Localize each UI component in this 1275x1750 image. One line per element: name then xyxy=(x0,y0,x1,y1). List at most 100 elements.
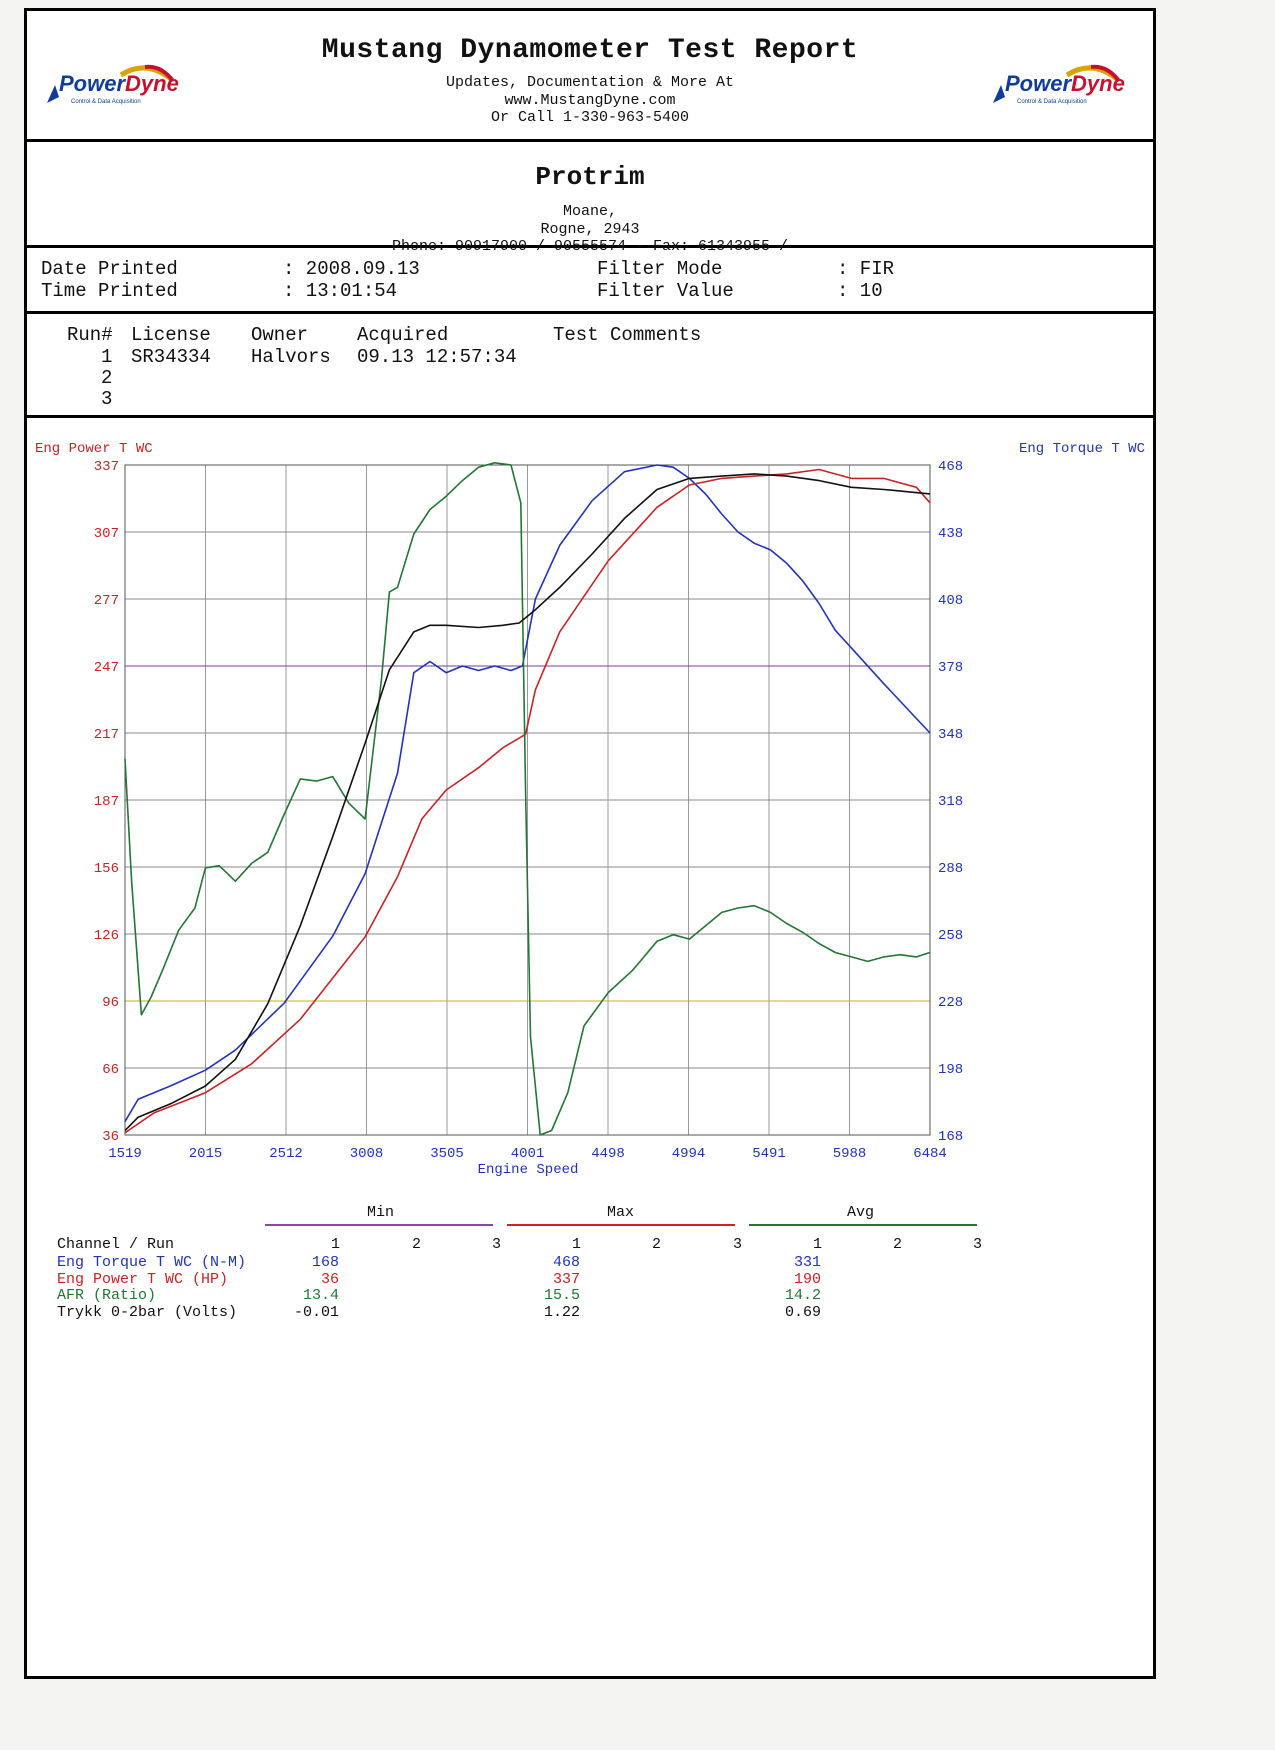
x-tick-label: 1519 xyxy=(108,1146,142,1162)
stats-run-col: 2 xyxy=(893,1236,903,1253)
y-left-tick-label: 96 xyxy=(102,995,119,1011)
y-left-tick-label: 337 xyxy=(94,459,119,475)
logo-tagline: Control & Data Acquisition xyxy=(71,99,141,105)
y-left-tick-label: 277 xyxy=(94,593,119,609)
stats-run-col: 3 xyxy=(973,1236,983,1253)
dyno-chart: Eng Power T WC Eng Torque T WC Engine Sp… xyxy=(35,441,1145,1178)
stats-run-col: 2 xyxy=(412,1236,422,1253)
shop-name: Protrim xyxy=(535,162,645,192)
stat-max-value: 1.22 xyxy=(543,1303,580,1321)
stat-max-value: 15.5 xyxy=(543,1287,580,1304)
logo-tagline: Control & Data Acquisition xyxy=(1017,99,1087,105)
y-left-tick-label: 126 xyxy=(94,928,119,944)
y-right-tick-label: 198 xyxy=(938,1062,963,1078)
stats-run-col: 3 xyxy=(492,1236,502,1253)
shop-info: Protrim Moane, Rogne, 2943 Phone: 909179… xyxy=(27,142,1153,255)
x-tick-label: 6484 xyxy=(913,1146,947,1162)
y-right-tick-label: 438 xyxy=(938,526,963,542)
stat-min-value: -0.01 xyxy=(293,1303,339,1321)
logo-swoosh-icon xyxy=(47,64,175,103)
x-tick-label: 3505 xyxy=(430,1146,464,1162)
runs-header-acquired: Acquired xyxy=(357,324,449,346)
stats-run-col: 3 xyxy=(733,1236,743,1253)
x-tick-label: 4001 xyxy=(511,1146,545,1162)
run-owner: Halvors xyxy=(251,346,331,368)
y-left-tick-label: 187 xyxy=(94,794,119,810)
filter-value-label: Filter Value xyxy=(597,280,734,302)
dyno-report-page: PowerDyne Control & Data Acquisition Mus… xyxy=(24,8,1156,1679)
x-tick-label: 2512 xyxy=(269,1146,303,1162)
plot-frame xyxy=(124,464,931,1136)
stat-avg-value: 0.69 xyxy=(784,1303,821,1321)
stat-avg-value: 331 xyxy=(793,1254,821,1271)
date-printed-value: : 2008.09.13 xyxy=(283,258,420,280)
y-right-tick-label: 468 xyxy=(938,459,963,475)
logo-swoosh-icon xyxy=(993,64,1121,103)
y-right-tick-label: 288 xyxy=(938,861,963,877)
x-tick-label: 4498 xyxy=(591,1146,625,1162)
stats-channel-header: Channel / Run xyxy=(57,1236,175,1253)
runs-header-run: Run# xyxy=(67,324,113,346)
stat-max-value: 468 xyxy=(552,1254,580,1271)
stat-channel-name: Eng Power T WC (HP) xyxy=(57,1270,229,1288)
y-right-tick-label: 168 xyxy=(938,1129,963,1145)
stat-avg-value: 190 xyxy=(793,1270,821,1288)
chart-series xyxy=(124,461,931,1136)
stats-run-col: 1 xyxy=(813,1236,823,1253)
x-tick-label: 5988 xyxy=(833,1146,867,1162)
chart-grid xyxy=(124,464,931,1136)
y-left-tick-label: 66 xyxy=(102,1062,119,1078)
avg-underline xyxy=(749,1224,977,1226)
stat-avg-value: 14.2 xyxy=(784,1287,821,1304)
series-line-afr-ratio xyxy=(124,461,931,1136)
runs-header-owner: Owner xyxy=(251,324,309,346)
shop-phone: Phone: 90917900 / 90555574 - Fax: 613439… xyxy=(391,238,789,255)
report-header: PowerDyne Control & Data Acquisition Mus… xyxy=(27,11,1153,142)
filter-value-value: : 10 xyxy=(837,280,883,302)
y-left-tick-label: 156 xyxy=(94,861,119,877)
y-right-tick-label: 378 xyxy=(938,660,963,676)
min-underline xyxy=(265,1224,493,1226)
y-left-tick-label: 36 xyxy=(102,1129,119,1145)
y-left-axis-label: Eng Power T WC xyxy=(35,441,153,457)
x-tick-label: 2015 xyxy=(189,1146,223,1162)
stats-run-col: 1 xyxy=(331,1236,341,1253)
time-printed-value: : 13:01:54 xyxy=(283,280,398,302)
x-tick-label: 3008 xyxy=(350,1146,384,1162)
stats-run-col: 1 xyxy=(572,1236,582,1253)
shop-address-1: Moane, xyxy=(562,203,617,220)
stats-group-avg: Avg xyxy=(847,1204,875,1221)
powerdyne-logo-right: PowerDyne Control & Data Acquisition xyxy=(987,63,1137,111)
powerdyne-logo-left: PowerDyne Control & Data Acquisition xyxy=(41,63,191,111)
run-number: 1 xyxy=(101,346,113,368)
logo-wordmark: PowerDyne xyxy=(1005,71,1125,96)
stats-group-min: Min xyxy=(367,1204,395,1221)
max-underline xyxy=(507,1224,735,1226)
filter-mode-label: Filter Mode xyxy=(597,258,723,280)
y-left-tick-label: 307 xyxy=(94,526,119,542)
y-right-tick-label: 408 xyxy=(938,593,963,609)
shop-address-2: Rogne, 2943 xyxy=(540,221,640,238)
series-line-eng-power-t-wc-hp xyxy=(124,468,931,1134)
time-printed-label: Time Printed xyxy=(41,280,178,302)
y-right-tick-label: 318 xyxy=(938,794,963,810)
date-printed-label: Date Printed xyxy=(41,258,178,280)
logo-wordmark: PowerDyne xyxy=(59,71,179,96)
y-left-tick-label: 247 xyxy=(94,660,119,676)
stat-channel-name: Eng Torque T WC (N-M) xyxy=(57,1254,247,1271)
stats-group-max: Max xyxy=(607,1204,635,1221)
y-right-tick-label: 258 xyxy=(938,928,963,944)
x-tick-label: 5491 xyxy=(752,1146,786,1162)
chart-and-stats: Eng Power T WC Eng Torque T WC Engine Sp… xyxy=(27,418,1153,1676)
stat-max-value: 337 xyxy=(552,1270,580,1288)
run-number: 3 xyxy=(101,388,113,410)
series-line-eng-torque-t-wc-n-m xyxy=(124,464,931,1123)
run-acquired: 09.13 12:57:34 xyxy=(357,346,517,368)
run-license: SR34334 xyxy=(131,346,211,368)
y-right-tick-label: 228 xyxy=(938,995,963,1011)
y-right-tick-label: 348 xyxy=(938,727,963,743)
x-axis-label: Engine Speed xyxy=(478,1162,579,1178)
chart-ticks: 1519 2015 2512 3008 3505 4001 4498 4994 5491 5988… xyxy=(94,459,963,1162)
stat-channel-name: Trykk 0-2bar (Volts) xyxy=(57,1303,238,1321)
header-line-1: Updates, Documentation & More At xyxy=(445,74,735,91)
